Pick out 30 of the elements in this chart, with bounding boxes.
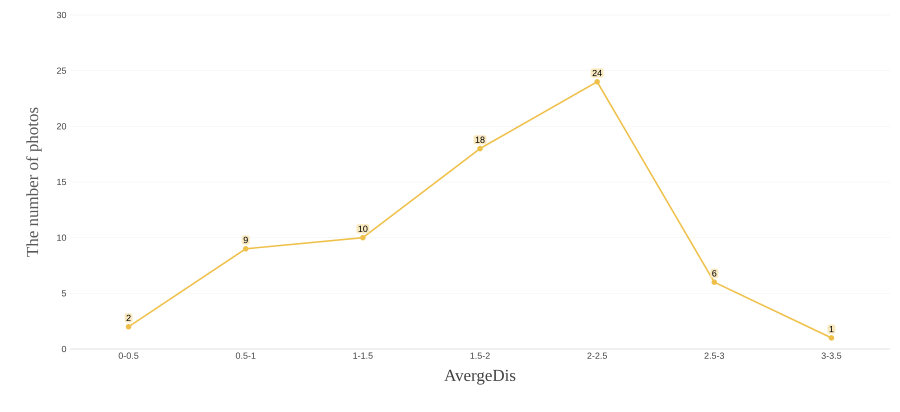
point	[711, 279, 718, 285]
x-tick-label: 3-3.5	[822, 352, 842, 359]
x-tick-label: 2.5-3	[704, 352, 724, 359]
data-label: 9	[244, 236, 248, 244]
y-tick-label: 25	[56, 67, 66, 74]
y-tick-label: 0	[62, 346, 66, 352]
point	[594, 79, 600, 85]
data-label: 24	[592, 70, 602, 76]
y-tick-label: 15	[57, 178, 66, 186]
data-label: 18	[476, 136, 485, 143]
x-tick-label: 0.5-1	[236, 352, 256, 359]
x-tick-label: 1-1.5	[353, 352, 373, 359]
point	[477, 146, 483, 152]
y-tick-label: 10	[57, 234, 66, 241]
data-label: 2	[126, 314, 131, 322]
x-tick-label: 2-2.5	[587, 352, 607, 359]
y-tick-label: 5	[62, 290, 66, 296]
y-tick-label: 30	[56, 12, 66, 18]
y-axis-title: The number of photos	[26, 108, 42, 257]
data-label: 6	[712, 270, 716, 277]
point	[828, 335, 834, 341]
data-label: 10	[358, 226, 368, 232]
point	[360, 234, 366, 240]
x-tick-label: 0-0.5	[118, 352, 138, 359]
point	[126, 324, 132, 330]
y-tick-label: 20	[56, 123, 66, 130]
point	[242, 246, 249, 252]
x-tick-label: 1.5-2	[470, 352, 490, 359]
data-label: 1	[830, 326, 834, 332]
x-axis-title: AvergeDis	[444, 370, 516, 385]
